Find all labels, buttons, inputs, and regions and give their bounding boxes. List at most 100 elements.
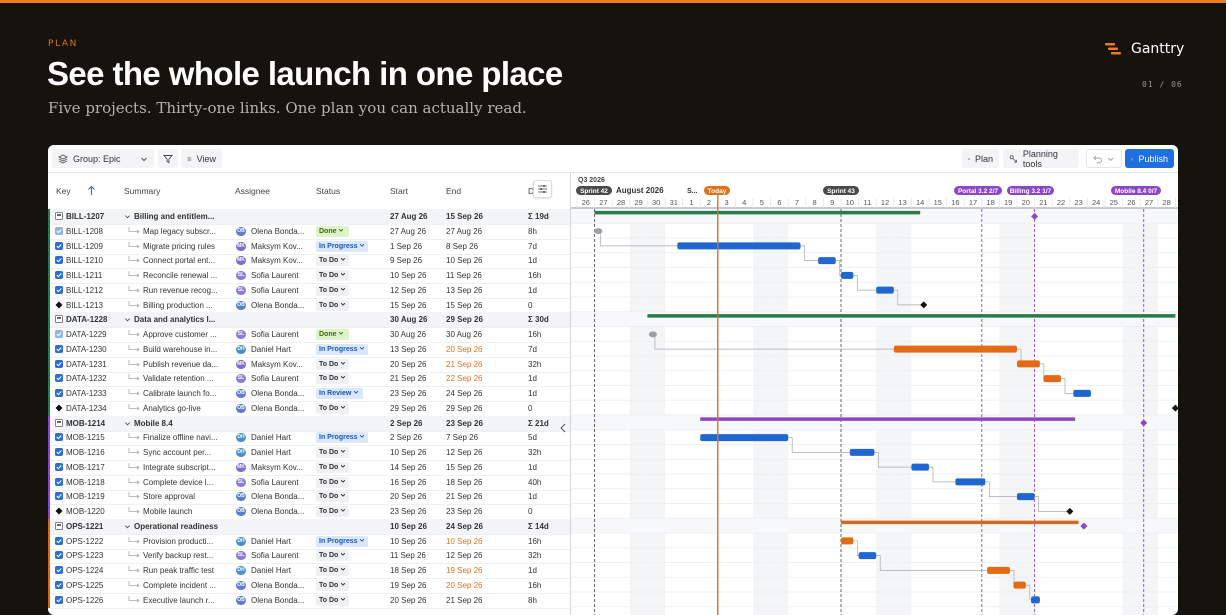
task-key[interactable]: DATA-1232 — [66, 374, 107, 384]
release-diamond[interactable] — [1080, 522, 1088, 530]
epic-bar[interactable] — [594, 210, 921, 215]
end-date[interactable]: 12 Sep 26 — [446, 551, 483, 561]
task-key[interactable]: MOB-1220 — [66, 507, 105, 516]
task-bar[interactable] — [841, 537, 854, 545]
task-checkbox-icon[interactable] — [55, 433, 63, 442]
chevron-down-icon[interactable] — [124, 213, 131, 220]
assignee-name[interactable]: Daniel Hart — [251, 433, 292, 443]
table-row[interactable]: MOB-1220 Mobile launch OB Olena Bonda... To … — [48, 504, 570, 520]
task-key[interactable]: OPS-1222 — [66, 536, 104, 546]
chevron-down-icon[interactable] — [124, 316, 131, 323]
task-checkbox-icon[interactable] — [55, 374, 63, 383]
end-date[interactable]: 13 Sep 26 — [446, 285, 483, 295]
task-bar[interactable] — [841, 271, 854, 279]
end-date[interactable]: 10 Sep 26 — [446, 536, 483, 546]
start-date[interactable]: 23 Sep 26 — [390, 507, 427, 516]
end-date[interactable]: 20 Sep 26 — [446, 344, 483, 354]
task-bar[interactable] — [677, 242, 801, 250]
assignee-name[interactable]: Sofia Laurent — [251, 271, 299, 280]
assignee-name[interactable]: Daniel Hart — [251, 536, 292, 546]
end-date[interactable]: 11 Sep 26 — [446, 271, 482, 280]
assignee-name[interactable]: Daniel Hart — [251, 344, 292, 354]
table-row[interactable]: DATA-1233 Calibrate launch fo... OB Olena B… — [48, 386, 570, 402]
task-summary[interactable]: Reconcile renewal ... — [143, 271, 218, 280]
task-checkbox-icon[interactable] — [55, 344, 63, 353]
task-key[interactable]: DATA-1233 — [66, 389, 107, 398]
end-date[interactable]: 24 Sep 26 — [446, 389, 483, 398]
task-checkbox-icon[interactable] — [55, 271, 63, 279]
task-key[interactable]: OPS-1226 — [66, 595, 104, 605]
task-key[interactable]: OPS-1225 — [66, 580, 104, 590]
status-dropdown[interactable]: To Do — [316, 491, 350, 503]
task-summary[interactable]: Mobile launch — [143, 507, 193, 516]
start-date[interactable]: 20 Sep 26 — [390, 359, 427, 369]
task-bar[interactable] — [1073, 389, 1091, 397]
status-dropdown[interactable]: To Do — [316, 255, 350, 267]
task-summary[interactable]: Run peak traffic test — [143, 566, 214, 575]
task-summary[interactable]: Executive launch r... — [143, 595, 215, 605]
assignee-name[interactable]: Sofia Laurent — [251, 477, 299, 487]
task-key[interactable]: MOB-1214 — [66, 418, 106, 428]
task-checkbox-icon[interactable] — [55, 492, 63, 501]
table-row[interactable]: DATA-1230 Build warehouse in... DH Daniel H… — [48, 341, 570, 358]
table-row[interactable]: MOB-1218 Complete device l... SL Sofia Laur… — [48, 474, 570, 491]
status-dropdown[interactable]: To Do — [316, 579, 350, 591]
done-task-marker[interactable] — [594, 228, 603, 235]
assignee-name[interactable]: Olena Bonda... — [251, 580, 305, 590]
release-badge[interactable] — [1007, 186, 1054, 195]
assignee-name[interactable]: Olena Bonda... — [251, 507, 305, 516]
pane-divider[interactable] — [570, 173, 571, 615]
table-row[interactable]: MOB-1216 Sync account per... DH Daniel Hart… — [48, 445, 570, 461]
table-row[interactable]: OPS-1224 Run peak traffic test DH Daniel Ha… — [48, 563, 570, 579]
start-date[interactable]: 10 Sep 26 — [390, 536, 427, 546]
table-row[interactable]: DATA-1229 Approve customer ... SL Sofia Lau… — [48, 327, 570, 343]
status-dropdown[interactable]: To Do — [316, 284, 350, 296]
end-date[interactable]: 30 Aug 26 — [446, 330, 483, 339]
end-date[interactable]: 21 Sep 26 — [446, 359, 483, 369]
assignee-name[interactable]: Sofia Laurent — [251, 330, 299, 339]
chevron-down-icon[interactable] — [124, 523, 131, 530]
task-checkbox-icon[interactable] — [55, 551, 63, 560]
task-summary[interactable]: Connect portal ent... — [143, 256, 216, 266]
assignee-name[interactable]: Olena Bonda... — [251, 389, 305, 398]
task-key[interactable]: BILL-1209 — [66, 241, 103, 251]
release-diamond[interactable] — [1031, 212, 1039, 220]
collapse-pane-icon[interactable] — [559, 423, 567, 433]
end-date[interactable]: 29 Sep 26 — [446, 403, 483, 413]
assignee-name[interactable]: Maksym Kov... — [251, 256, 303, 266]
sort-ascending-icon[interactable] — [87, 185, 96, 196]
sprint-badge[interactable] — [823, 186, 859, 195]
task-summary[interactable]: Finalize offline navi... — [143, 433, 218, 443]
task-summary[interactable]: Calibrate launch fo... — [143, 389, 217, 398]
status-dropdown[interactable]: In Review — [316, 388, 363, 399]
status-dropdown[interactable]: To Do — [316, 594, 350, 606]
milestone-diamond[interactable] — [920, 301, 928, 309]
task-checkbox-icon[interactable] — [55, 566, 63, 574]
chevron-down-icon[interactable] — [124, 420, 131, 427]
task-checkbox-icon[interactable] — [55, 462, 63, 471]
task-summary[interactable]: Complete incident ... — [143, 580, 216, 590]
column-start[interactable]: Start — [390, 186, 408, 196]
status-dropdown[interactable]: To Do — [316, 476, 350, 488]
assignee-name[interactable]: Sofia Laurent — [251, 285, 299, 295]
end-date[interactable]: 21 Sep 26 — [446, 595, 483, 605]
task-key[interactable]: BILL-1212 — [66, 285, 103, 295]
epic-summary[interactable]: Billing and entitlem... — [134, 212, 215, 221]
end-date[interactable]: 15 Sep 26 — [446, 462, 483, 472]
task-key[interactable]: OPS-1221 — [66, 521, 104, 531]
start-date[interactable]: 21 Sep 26 — [390, 374, 427, 384]
end-date[interactable]: 15 Sep 26 — [446, 300, 483, 310]
task-bar[interactable] — [1017, 493, 1035, 501]
start-date[interactable]: 10 Sep 26 — [390, 448, 427, 457]
table-row[interactable]: BILL-1210 Connect portal ent... MK Maksym K… — [48, 253, 570, 270]
column-end[interactable]: End — [446, 186, 462, 196]
task-summary[interactable]: Verify backup rest... — [143, 551, 214, 561]
column-settings-button[interactable] — [533, 180, 552, 198]
task-bar[interactable] — [858, 552, 877, 560]
task-key[interactable]: BILL-1208 — [66, 226, 103, 236]
task-checkbox-icon[interactable] — [55, 256, 63, 265]
end-date[interactable]: 29 Sep 26 — [446, 315, 483, 325]
end-date[interactable]: 21 Sep 26 — [446, 492, 483, 502]
task-checkbox-icon[interactable] — [55, 536, 63, 545]
release-badge[interactable] — [1111, 186, 1161, 195]
